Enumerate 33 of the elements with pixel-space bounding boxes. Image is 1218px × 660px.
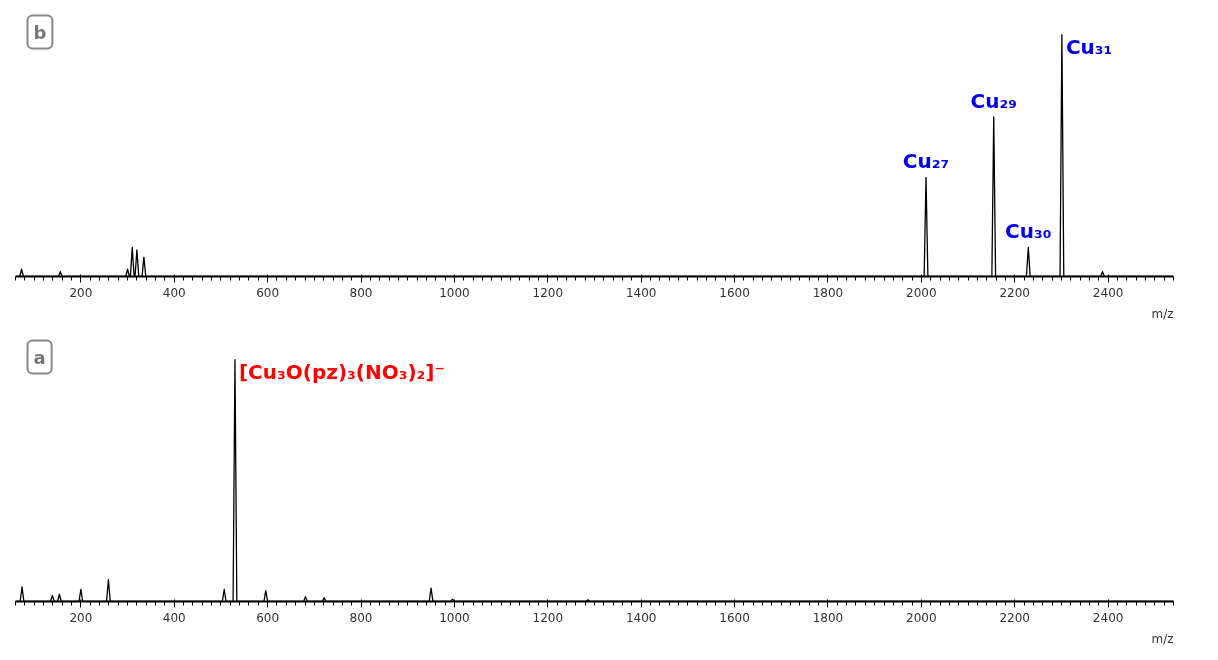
chart-title: b	[33, 21, 47, 43]
x-tick-label: 2200	[999, 610, 1031, 625]
x-axis-title: m/z	[1151, 631, 1174, 646]
x-axis-title: m/z	[1151, 306, 1174, 321]
x-tick-label: 1200	[532, 285, 564, 300]
x-tick-label: 400	[162, 285, 186, 300]
x-tick-label: 2400	[1092, 285, 1124, 300]
x-tick-label: 1600	[719, 610, 750, 625]
annotation: Cu₂₉	[970, 88, 1017, 113]
x-tick-label: 2000	[906, 285, 937, 300]
x-tick-label: 2400	[1092, 610, 1124, 625]
annotation: Cu₃₁	[1065, 34, 1113, 59]
x-tick-label: 1600	[719, 285, 750, 300]
x-tick-label: 800	[349, 285, 373, 300]
annotation: [Cu₃O(pz)₃(NO₃)₂]⁻	[238, 359, 446, 384]
x-tick-label: 600	[256, 610, 280, 625]
x-tick-label: 800	[349, 610, 373, 625]
annotation: Cu₂₇	[902, 149, 950, 174]
x-tick-label: 1400	[625, 285, 657, 300]
x-tick-label: 600	[256, 285, 280, 300]
annotation: Cu₃₀	[1005, 219, 1052, 244]
x-tick-label: 1000	[439, 610, 470, 625]
x-tick-label: 200	[69, 285, 93, 300]
x-tick-label: 1800	[812, 285, 844, 300]
x-tick-label: 2000	[906, 610, 937, 625]
x-tick-label: 200	[69, 610, 93, 625]
x-tick-label: 1000	[439, 285, 470, 300]
x-tick-label: 2200	[999, 285, 1031, 300]
chart-title: a	[33, 346, 46, 368]
x-tick-label: 1400	[625, 610, 657, 625]
x-tick-label: 1200	[532, 610, 564, 625]
x-tick-label: 400	[162, 610, 186, 625]
x-tick-label: 1800	[812, 610, 844, 625]
